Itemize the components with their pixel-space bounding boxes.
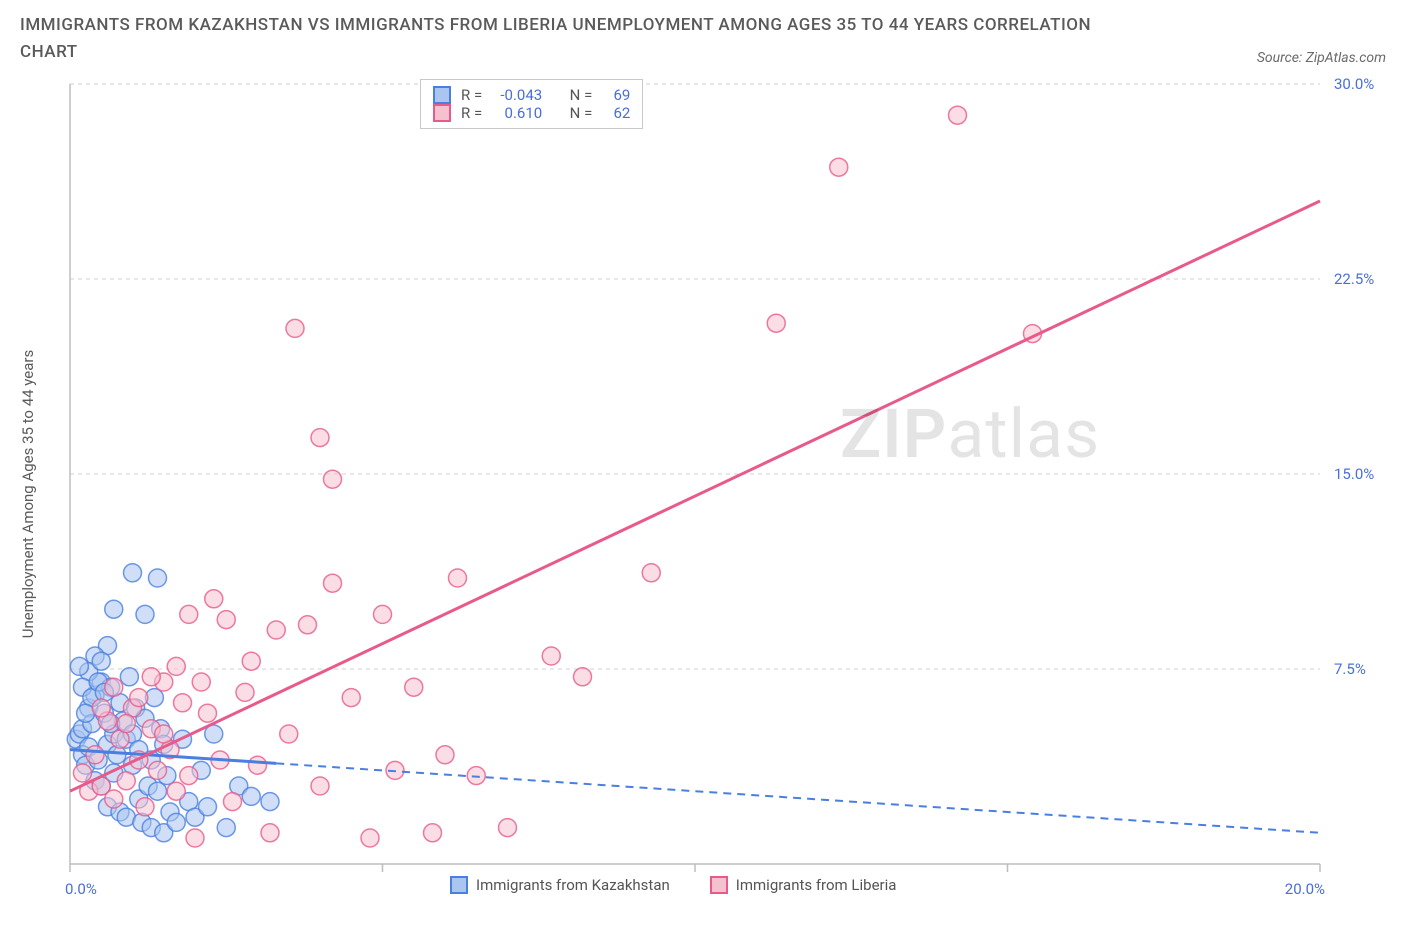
- chart-container: Unemployment Among Ages 35 to 44 years 7…: [20, 74, 1386, 914]
- y-tick-label: 15.0%: [1334, 465, 1374, 483]
- data-point: [324, 471, 342, 489]
- source-attribution: Source: ZipAtlas.com: [1257, 50, 1386, 66]
- data-point: [280, 725, 298, 743]
- data-point: [174, 694, 192, 712]
- y-axis-label: Unemployment Among Ages 35 to 44 years: [19, 350, 37, 638]
- data-point: [424, 824, 442, 842]
- data-point: [324, 575, 342, 593]
- stats-n-label: N =: [570, 104, 593, 122]
- data-point: [105, 790, 123, 808]
- data-point: [136, 798, 154, 816]
- stats-n-label: N =: [570, 86, 593, 104]
- data-point: [149, 783, 167, 801]
- data-point: [361, 829, 379, 847]
- data-point: [167, 783, 185, 801]
- data-point: [149, 762, 167, 780]
- data-point: [186, 829, 204, 847]
- regression-line: [70, 201, 1320, 791]
- data-point: [267, 621, 285, 639]
- y-tick-label: 22.5%: [1334, 270, 1374, 288]
- data-point: [105, 679, 123, 697]
- data-point: [205, 590, 223, 608]
- data-point: [405, 679, 423, 697]
- legend-swatch: [450, 876, 468, 894]
- data-point: [199, 705, 217, 723]
- data-point: [642, 564, 660, 582]
- y-tick-label: 7.5%: [1334, 660, 1366, 678]
- stats-n-value: 69: [602, 86, 630, 104]
- legend-swatch: [433, 104, 451, 122]
- data-point: [124, 564, 142, 582]
- stats-r-label: R =: [461, 86, 482, 104]
- data-point: [830, 159, 848, 177]
- data-point: [286, 320, 304, 338]
- data-point: [311, 429, 329, 447]
- data-point: [299, 616, 317, 634]
- data-point: [449, 569, 467, 587]
- data-point: [92, 699, 110, 717]
- stats-row: R = 0.610 N = 62: [433, 104, 630, 122]
- data-point: [767, 315, 785, 333]
- data-point: [120, 668, 138, 686]
- y-tick-label: 30.0%: [1334, 75, 1374, 93]
- legend-swatch: [710, 876, 728, 894]
- data-point: [86, 746, 104, 764]
- legend-item: Immigrants from Liberia: [710, 876, 897, 894]
- data-point: [949, 107, 967, 125]
- data-point: [217, 611, 235, 629]
- data-point: [155, 725, 173, 743]
- data-point: [224, 793, 242, 811]
- data-point: [249, 757, 267, 775]
- stats-r-value: -0.043: [492, 86, 542, 104]
- data-point: [242, 788, 260, 806]
- data-point: [167, 658, 185, 676]
- data-point: [261, 824, 279, 842]
- data-point: [574, 668, 592, 686]
- stats-row: R = -0.043 N = 69: [433, 86, 630, 104]
- data-point: [130, 689, 148, 707]
- data-point: [167, 814, 185, 832]
- data-point: [142, 668, 160, 686]
- stats-r-label: R =: [461, 104, 482, 122]
- data-point: [499, 819, 517, 837]
- data-point: [117, 715, 135, 733]
- data-point: [92, 653, 110, 671]
- data-point: [192, 673, 210, 691]
- scatter-chart-svg: 7.5% 15.0% 22.5% 30.0% 0.0% 20.0%: [20, 74, 1386, 914]
- data-point: [342, 689, 360, 707]
- legend-label: Immigrants from Kazakhstan: [476, 876, 670, 894]
- data-point: [199, 798, 217, 816]
- stats-n-value: 62: [602, 104, 630, 122]
- data-point: [105, 601, 123, 619]
- legend: Immigrants from Kazakhstan Immigrants fro…: [450, 876, 896, 894]
- x-tick-label: 20.0%: [1285, 880, 1325, 898]
- regression-line-extrapolated: [276, 764, 1320, 833]
- x-tick-label: 0.0%: [65, 880, 97, 898]
- data-point: [70, 658, 88, 676]
- data-point: [542, 647, 560, 665]
- legend-item: Immigrants from Kazakhstan: [450, 876, 670, 894]
- data-point: [180, 606, 198, 624]
- data-point: [436, 746, 454, 764]
- data-point: [311, 777, 329, 795]
- data-point: [261, 793, 279, 811]
- chart-title: IMMIGRANTS FROM KAZAKHSTAN VS IMMIGRANTS…: [20, 12, 1140, 66]
- legend-swatch: [433, 86, 451, 104]
- data-point: [117, 772, 135, 790]
- data-point: [180, 767, 198, 785]
- correlation-stats-box: R = -0.043 N = 69 R = 0.610 N = 62: [420, 79, 643, 129]
- data-point: [136, 606, 154, 624]
- data-point: [374, 606, 392, 624]
- data-point: [242, 653, 260, 671]
- legend-label: Immigrants from Liberia: [736, 876, 897, 894]
- data-point: [108, 746, 126, 764]
- data-point: [217, 819, 235, 837]
- data-point: [467, 767, 485, 785]
- data-point: [74, 764, 92, 782]
- stats-r-value: 0.610: [492, 104, 542, 122]
- data-point: [149, 569, 167, 587]
- data-point: [236, 684, 254, 702]
